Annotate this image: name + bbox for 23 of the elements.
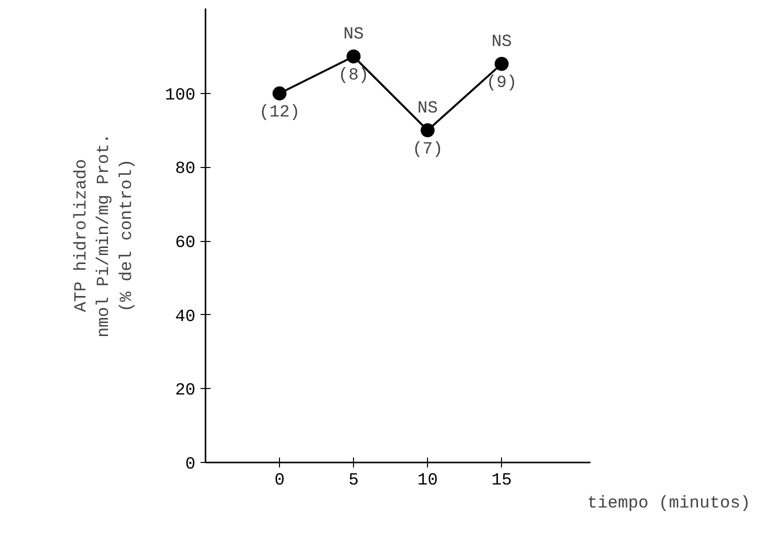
y-tick-label: 60 [175,234,196,254]
x-tick-label: 10 [417,472,438,490]
y-tick-label: 80 [175,160,196,180]
y-tick-label: 100 [164,86,196,106]
y-tick-label: 0 [185,456,196,474]
annotation: (12) [259,103,300,122]
x-tick-label: 15 [491,472,512,490]
annotation: NS [491,32,512,52]
point [494,56,509,71]
annotation: NS [417,99,438,118]
annotation: NS [343,25,364,44]
y-tick-label: 40 [175,308,196,327]
annotation: (9) [486,74,517,93]
x-tick-label: 5 [348,472,359,490]
x-tick-label: 0 [274,472,285,490]
point [420,123,435,138]
y-tick-label: 20 [175,382,196,401]
point [272,86,287,100]
x-axis-title: tiempo (minutos) [587,494,751,514]
annotation: (7) [412,140,443,160]
annotation: (8) [338,66,369,86]
y-axis-title: ATP hidrolizado nmol Pi/min/mg Prot. (% del control) [72,133,137,338]
point [346,49,361,64]
